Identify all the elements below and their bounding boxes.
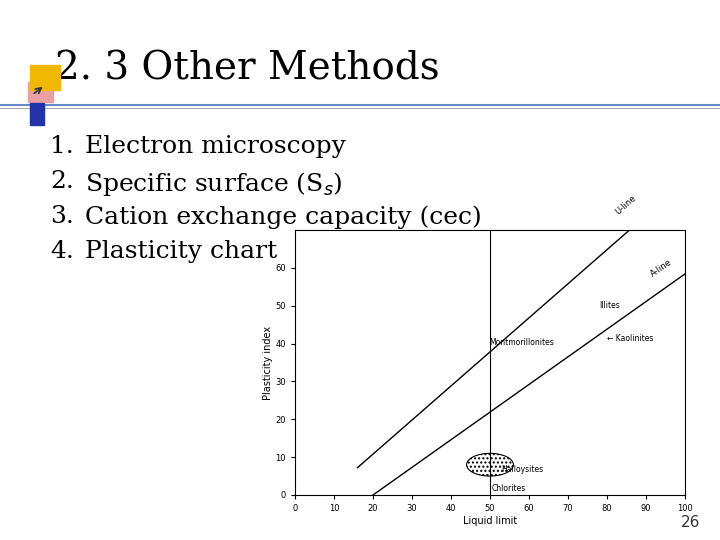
Text: Plasticity chart: Plasticity chart: [85, 240, 277, 263]
Text: 1.: 1.: [50, 135, 73, 158]
Text: Montmorillonites: Montmorillonites: [489, 338, 554, 347]
Text: Illites: Illites: [599, 301, 620, 310]
Text: Specific surface (S$_s$): Specific surface (S$_s$): [85, 170, 343, 198]
Text: Electron microscopy: Electron microscopy: [85, 135, 346, 158]
Bar: [30, 65, 60, 90]
X-axis label: Liquid limit: Liquid limit: [463, 516, 517, 526]
Text: 3.: 3.: [50, 205, 74, 228]
Text: A-line: A-line: [649, 258, 673, 279]
Text: Cation exchange capacity (cec): Cation exchange capacity (cec): [85, 205, 482, 228]
Text: 2.: 2.: [50, 170, 74, 193]
Ellipse shape: [467, 454, 513, 476]
Text: 2. 3 Other Methods: 2. 3 Other Methods: [55, 50, 440, 87]
Y-axis label: Plasticity index: Plasticity index: [263, 326, 273, 400]
Text: ← Kaolinites: ← Kaolinites: [607, 334, 653, 342]
Bar: [28, 82, 53, 102]
Text: U-line: U-line: [614, 194, 638, 217]
Bar: [30, 103, 44, 125]
Text: Halloysites: Halloysites: [502, 465, 544, 474]
Text: 26: 26: [680, 515, 700, 530]
Text: Chlorites: Chlorites: [492, 484, 526, 493]
Text: 4.: 4.: [50, 240, 74, 263]
